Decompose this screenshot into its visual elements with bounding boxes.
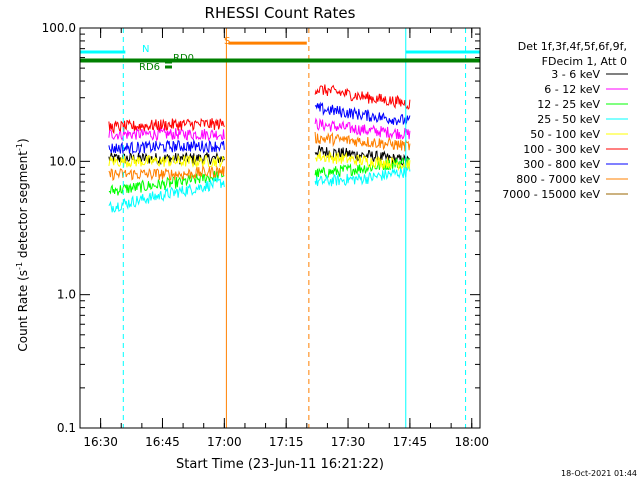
series-line-25-50-kev bbox=[314, 164, 411, 187]
series-line-300-800-kev bbox=[108, 138, 225, 155]
chart-title: RHESSI Count Rates bbox=[205, 4, 356, 22]
x-tick-label: 17:45 bbox=[393, 435, 428, 449]
series-line-6-12-kev bbox=[108, 126, 225, 142]
plot-frame bbox=[79, 27, 481, 429]
series-line-50-100-kev bbox=[314, 150, 411, 172]
series-line-50-100-kev bbox=[108, 153, 225, 169]
axes-layer: 0.1 1.0 10.0 100.0 16:30 16:45 17:00 17:15 17:30… bbox=[42, 21, 489, 449]
x-tick-label: 17:30 bbox=[331, 435, 366, 449]
y-tick-label: 100.0 bbox=[42, 21, 76, 35]
series-line-12-25-kev bbox=[108, 168, 225, 196]
marker-label-n: N bbox=[142, 44, 149, 55]
x-axis-label: Start Time (23-Jun-11 16:21:22) bbox=[176, 457, 384, 472]
legend-entry-label: 300 - 800 keV bbox=[523, 158, 600, 171]
legend-entry-label: 3 - 6 keV bbox=[551, 68, 600, 81]
x-tick-label: 17:15 bbox=[269, 435, 304, 449]
legend-entry-label: 6 - 12 keV bbox=[544, 83, 600, 96]
x-tick-label: 18:00 bbox=[454, 435, 489, 449]
y-label-part: Count Rate (s bbox=[16, 270, 30, 352]
series-line-12-25-kev bbox=[314, 157, 411, 179]
y-tick-label: 10.0 bbox=[49, 154, 76, 168]
series-line-800-7000-kev bbox=[314, 131, 411, 152]
x-tick-label: 17:00 bbox=[207, 435, 242, 449]
y-label-part: detector segment bbox=[16, 151, 30, 262]
series-line-100-300-kev bbox=[314, 84, 411, 110]
series-line-6-12-kev bbox=[314, 117, 411, 141]
series-line-300-800-kev bbox=[314, 101, 411, 126]
legend-entry-label: 7000 - 15000 keV bbox=[502, 188, 600, 201]
legend-header: FDecim 1, Att 0 bbox=[542, 55, 627, 68]
marker-label-s: S bbox=[224, 36, 230, 47]
series-line-800-7000-kev bbox=[108, 165, 225, 182]
y-label-superscript: -1 bbox=[15, 262, 24, 270]
legend-entry-label: 25 - 50 keV bbox=[537, 113, 600, 126]
legend-entry-label: 12 - 25 keV bbox=[537, 98, 600, 111]
series-line-100-300-kev bbox=[108, 117, 225, 135]
y-tick-label: 1.0 bbox=[57, 288, 76, 302]
legend: Det 1f,3f,4f,5f,6f,9f, FDecim 1, Att 03 -… bbox=[502, 40, 628, 201]
marker-label-rd0: RD0 bbox=[173, 53, 194, 64]
x-tick-label: 16:45 bbox=[145, 435, 180, 449]
data-layer bbox=[108, 84, 411, 213]
legend-header: Det 1f,3f,4f,5f,6f,9f, bbox=[518, 40, 627, 53]
legend-entry-label: 800 - 7000 keV bbox=[516, 173, 600, 186]
svg-text:Count Rate (s-1 detector segme: Count Rate (s-1 detector segment-1) bbox=[15, 138, 30, 351]
y-axis-label: Count Rate (s-1 detector segment-1) bbox=[15, 138, 30, 351]
legend-entry-label: 100 - 300 keV bbox=[523, 143, 600, 156]
footer-timestamp: 18-Oct-2021 01:44 bbox=[561, 469, 637, 478]
x-tick-label: 16:30 bbox=[83, 435, 118, 449]
legend-entry-label: 50 - 100 keV bbox=[530, 128, 600, 141]
y-tick-label: 0.1 bbox=[57, 421, 76, 435]
y-label-part: ) bbox=[16, 138, 30, 143]
series-line-25-50-kev bbox=[108, 176, 225, 213]
annotation-layer: N RD0 RD6 S bbox=[79, 28, 480, 428]
y-label-superscript: -1 bbox=[15, 143, 24, 151]
marker-label-rd6: RD6 bbox=[139, 62, 160, 73]
